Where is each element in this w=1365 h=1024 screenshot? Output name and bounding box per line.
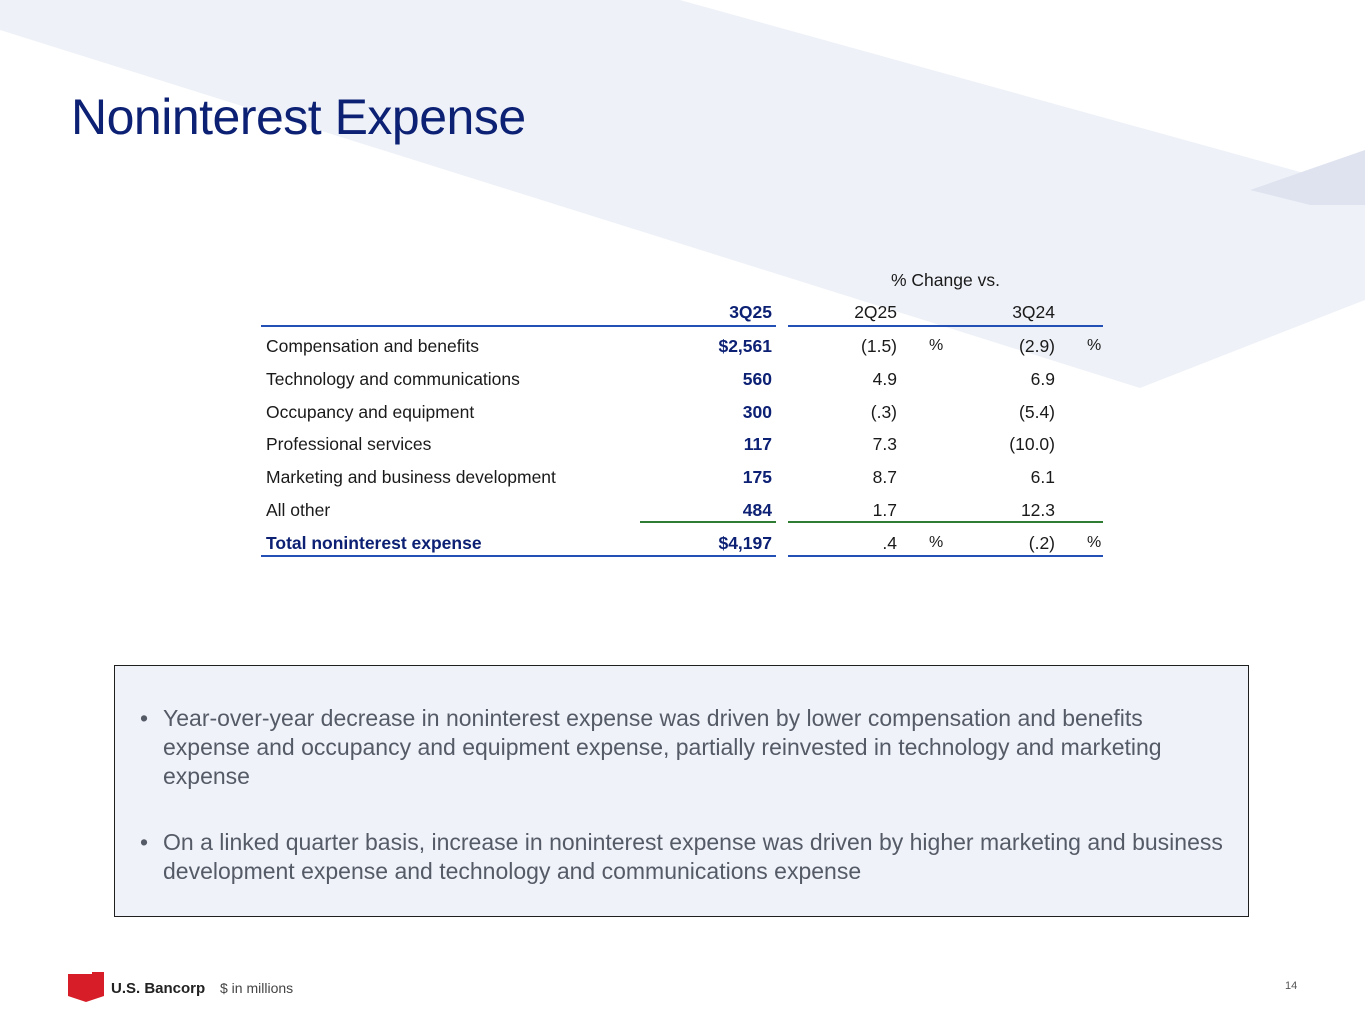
table-cell-3q25: 117 <box>743 434 772 454</box>
table-cell-2q25: 7.3 <box>872 434 897 454</box>
table-cell-2q25: (1.5) <box>861 336 897 356</box>
expense-table: % Change vs. 3Q25 2Q25 3Q24 Compensation… <box>261 270 1103 557</box>
table-row-label: Technology and communications <box>266 369 520 389</box>
table-cell-2q25: (.3) <box>870 402 897 422</box>
table-cell-2q25: 8.7 <box>872 467 897 487</box>
table-cell-3q24: 12.3 <box>1020 500 1055 520</box>
background-accent <box>1250 150 1365 205</box>
page-number: 14 <box>1285 980 1298 992</box>
table-cell-3q24: (5.4) <box>1019 402 1055 422</box>
table-cell-3q24: 6.1 <box>1030 467 1055 487</box>
table-cell-2q25: 4.9 <box>872 369 897 389</box>
brand-name: U.S. Bancorp <box>111 980 206 997</box>
subtotal-rule-left <box>640 521 776 523</box>
table-cell-3q25: 300 <box>742 402 772 422</box>
background-band <box>0 0 1365 388</box>
commentary-box: • Year-over-year decrease in noninterest… <box>114 665 1249 917</box>
commentary-bullet: • On a linked quarter basis, increase in… <box>140 828 1234 886</box>
col-header-3q25: 3Q25 <box>729 302 772 322</box>
subtotal-rule-right <box>788 521 1103 523</box>
total-cell-3q25: $4,197 <box>718 533 772 553</box>
table-cell-3q24: 6.9 <box>1030 369 1055 389</box>
table-row-label: Occupancy and equipment <box>266 402 475 422</box>
col-header-3q24: 3Q24 <box>1012 302 1055 322</box>
total-cell-2q25: .4 <box>882 533 897 553</box>
page-title: Noninterest Expense <box>71 89 526 145</box>
table-row-label: Marketing and business development <box>266 467 556 487</box>
table-row-label: Compensation and benefits <box>266 336 480 356</box>
table-row-label: Professional services <box>266 434 432 454</box>
col-header-2q25: 2Q25 <box>854 302 897 322</box>
table-cell-3q25: 484 <box>742 500 772 520</box>
bullet-dot-icon: • <box>140 705 149 731</box>
percent-sign: % <box>1087 337 1102 354</box>
commentary-bullet: • Year-over-year decrease in noninterest… <box>140 704 1234 791</box>
table-cell-3q25: 560 <box>742 369 772 389</box>
total-rule-right <box>788 555 1103 557</box>
commentary-text: Year-over-year decrease in noninterest e… <box>163 705 1162 789</box>
commentary-text: On a linked quarter basis, increase in n… <box>163 829 1223 884</box>
group-header: % Change vs. <box>891 270 1000 290</box>
percent-sign: % <box>929 534 944 551</box>
table-cell-3q24: (2.9) <box>1019 336 1055 356</box>
header-rule-right <box>788 325 1103 327</box>
table-cell-3q24: (10.0) <box>1009 434 1055 454</box>
table-cell-2q25: 1.7 <box>872 500 897 520</box>
header-rule-left <box>261 325 776 327</box>
total-cell-3q24: (.2) <box>1028 533 1055 553</box>
total-row-label: Total noninterest expense <box>266 533 482 553</box>
table-cell-3q25: 175 <box>742 467 772 487</box>
table-cell-3q25: $2,561 <box>718 336 772 356</box>
units-note: $ in millions <box>220 980 294 996</box>
total-rule-left <box>261 555 776 557</box>
table-row-label: All other <box>266 500 331 520</box>
percent-sign: % <box>929 337 944 354</box>
usbank-shield-logo <box>68 972 104 1002</box>
percent-sign: % <box>1087 534 1102 551</box>
bullet-dot-icon: • <box>140 829 149 855</box>
